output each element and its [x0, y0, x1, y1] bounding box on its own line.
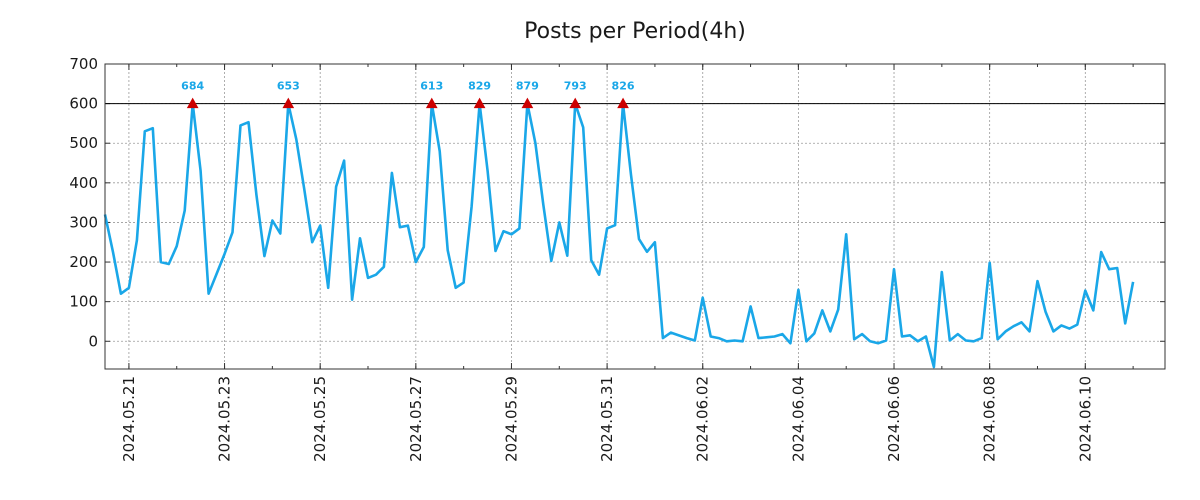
peak-label: 793	[564, 80, 587, 93]
y-tick-label: 200	[69, 253, 98, 271]
y-axis: 0 100 200 300 400 500 600 700	[69, 55, 1165, 350]
x-tick-label: 2024.05.27	[407, 376, 425, 462]
x-axis: 2024.05.21 2024.05.23 2024.05.25 2024.05.27…	[120, 64, 1134, 462]
x-tick-label: 2024.05.31	[598, 376, 616, 462]
x-tick-label: 2024.06.06	[885, 376, 903, 462]
x-tick-label: 2024.05.21	[120, 376, 138, 462]
x-tick-label: 2024.06.02	[694, 376, 712, 462]
y-tick-label: 400	[69, 174, 98, 192]
y-tick-label: 700	[69, 55, 98, 73]
peak-label: 826	[612, 80, 635, 93]
peak-marker	[617, 97, 629, 109]
y-tick-label: 300	[69, 213, 98, 231]
plot-frame	[104, 63, 1166, 370]
peak-label: 829	[468, 80, 491, 93]
series-line-posts	[103, 102, 1135, 369]
peak-marker	[425, 97, 438, 109]
y-tick-label: 100	[69, 293, 98, 311]
peak-marker	[473, 97, 486, 109]
peak-marker	[282, 97, 295, 109]
peak-marker	[186, 97, 199, 109]
x-tick-label: 2024.05.25	[311, 376, 329, 462]
peak-marker	[521, 97, 534, 109]
peak-label: 684	[181, 80, 204, 93]
y-tick-label: 0	[88, 332, 98, 350]
peak-markers: 684 653 613 829 879 793 826	[181, 80, 635, 109]
peak-label: 653	[277, 80, 300, 93]
peak-marker	[569, 97, 582, 109]
chart-title: Posts per Period(4h)	[524, 19, 746, 44]
x-tick-label: 2024.05.29	[502, 376, 520, 462]
x-tick-label: 2024.06.04	[789, 376, 807, 462]
peak-label: 613	[420, 80, 443, 93]
x-tick-label: 2024.06.10	[1076, 376, 1094, 462]
x-tick-label: 2024.05.23	[216, 376, 234, 462]
y-tick-label: 500	[69, 134, 98, 152]
x-tick-label: 2024.06.08	[981, 376, 999, 462]
y-tick-label: 600	[69, 95, 98, 113]
peak-label: 879	[516, 80, 539, 93]
